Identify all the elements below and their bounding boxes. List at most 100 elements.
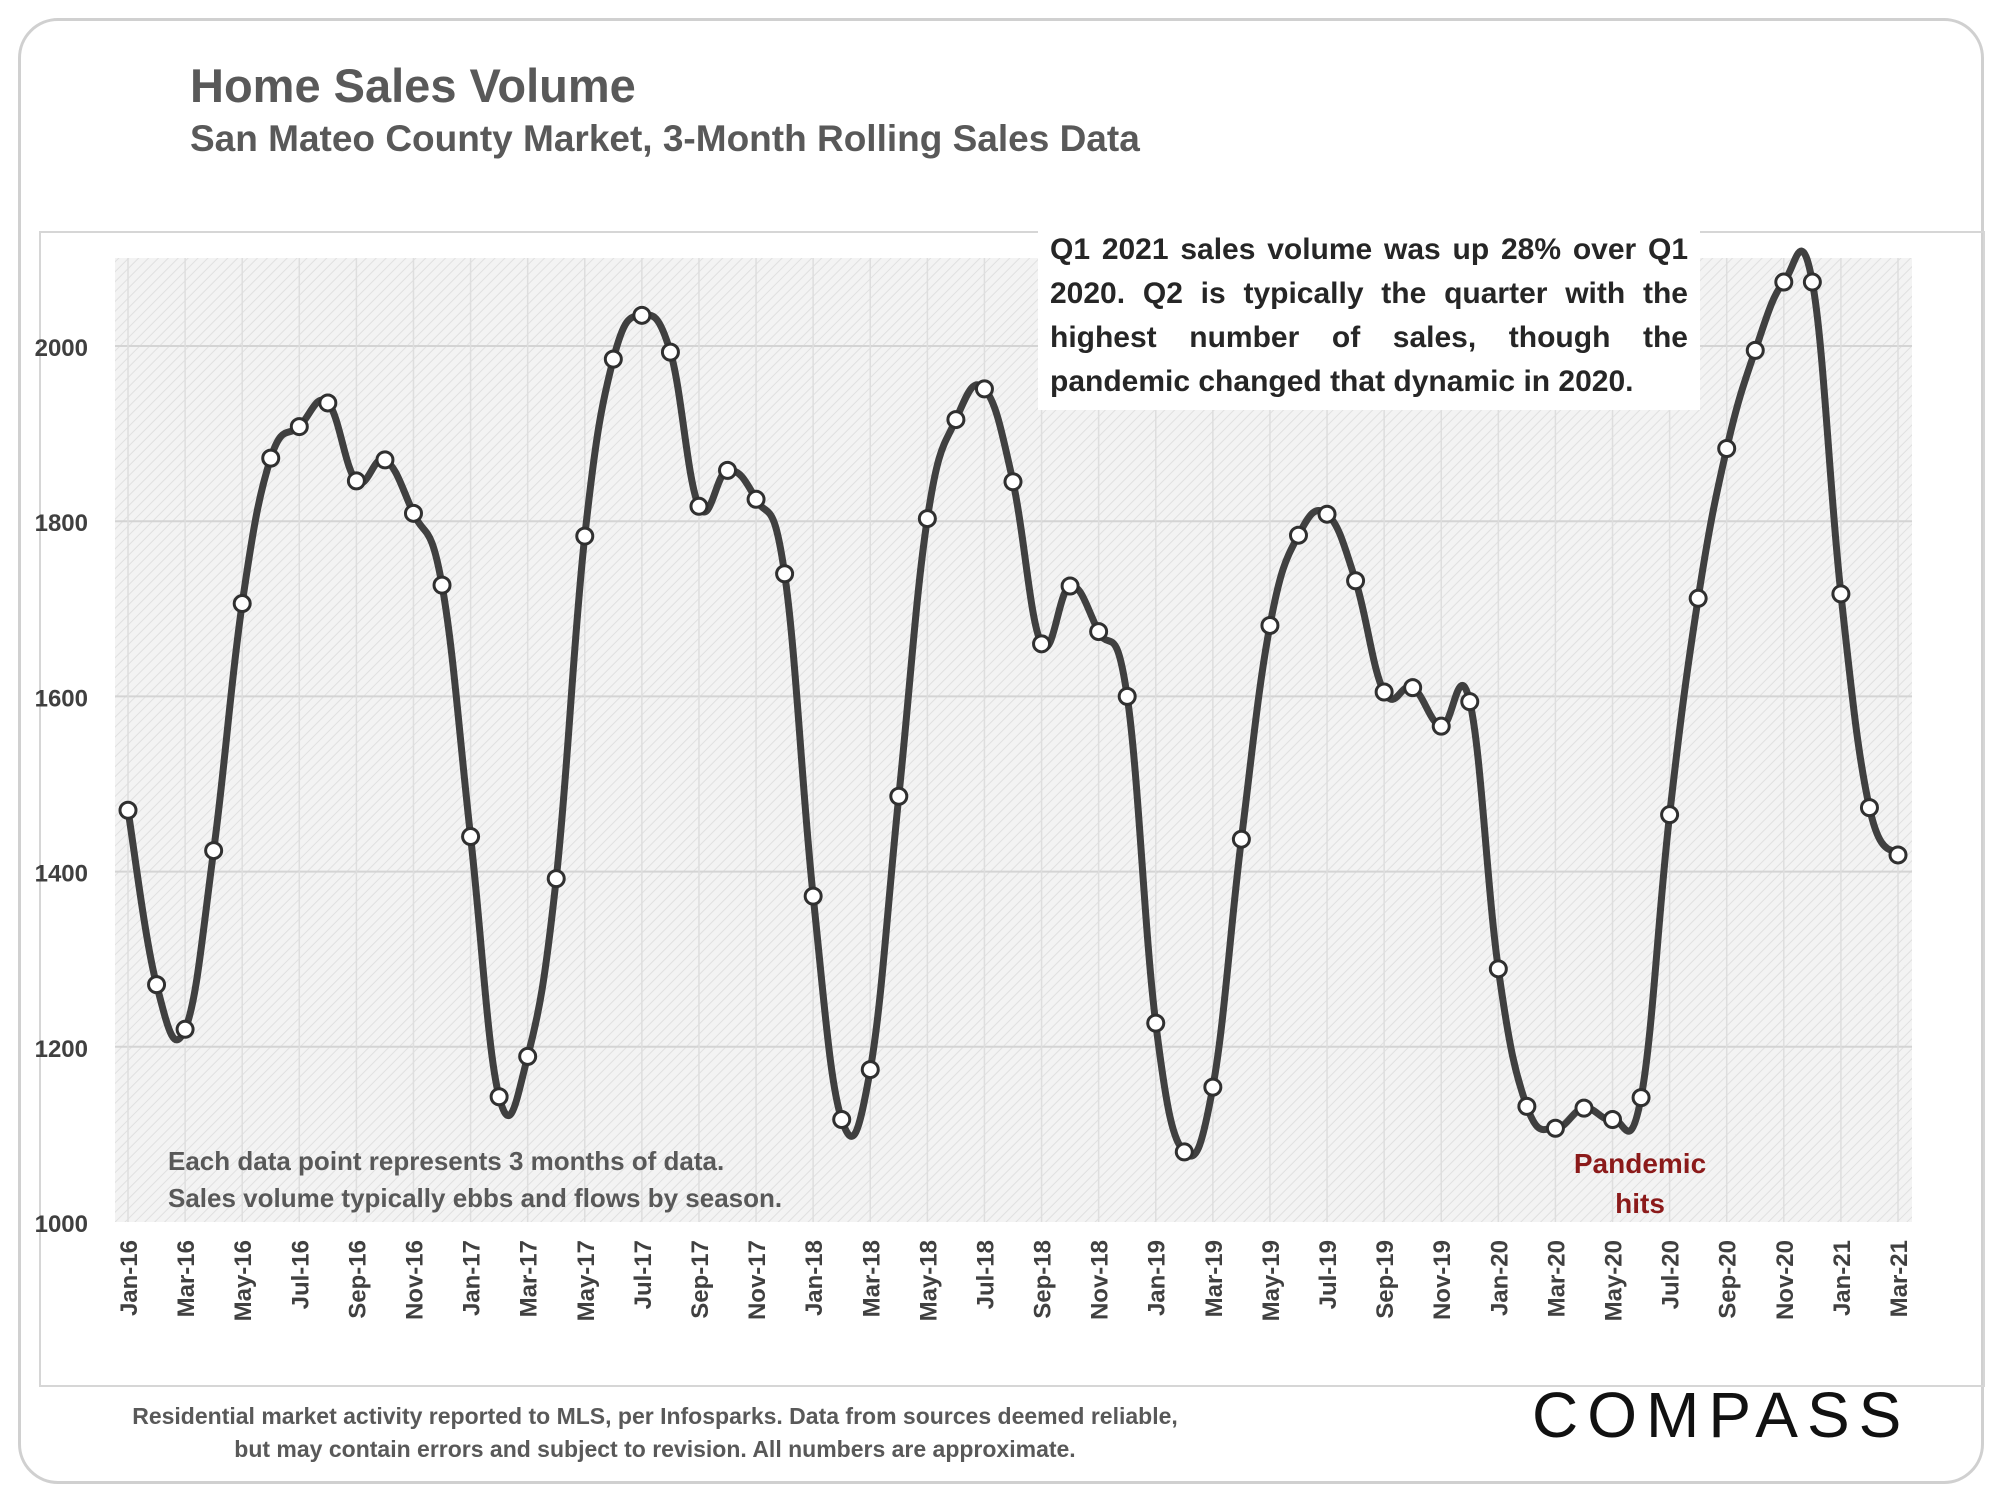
y-tick-label: 1200 [35,1036,88,1063]
data-point [1060,576,1080,596]
data-point [775,564,795,584]
data-point [1346,571,1366,591]
y-axis-tick-labels: 1000 1200 1400 1600 1800 2000 [35,335,88,1238]
data-point [1774,272,1794,292]
data-point [489,1087,509,1107]
data-point [1603,1110,1623,1130]
x-tick-label: Mar-19 [1201,1240,1228,1317]
x-tick-label: Jan-20 [1486,1240,1513,1316]
data-points [118,272,1908,1162]
x-tick-label: Jan-16 [116,1240,143,1316]
data-point [346,471,366,491]
data-point [1859,798,1879,818]
data-point [1802,272,1822,292]
footer-line-1: Residential market activity reported to … [132,1403,1178,1429]
note-line-1: Each data point represents 3 months of d… [168,1146,725,1176]
data-point [461,827,481,847]
x-tick-label: Nov-18 [1087,1240,1114,1320]
x-tick-label: Nov-20 [1772,1240,1799,1320]
x-tick-label: Mar-17 [516,1240,543,1317]
pandemic-annotation: Pandemic hits [1560,1144,1720,1224]
data-point [603,349,623,369]
data-point [660,342,680,362]
data-point [1574,1098,1594,1118]
data-point [289,417,309,437]
x-tick-label: Jul-17 [630,1240,657,1309]
data-point [746,489,766,509]
compass-logo: COMPASS [1532,1379,1911,1451]
x-tick-label: Jan-19 [1144,1240,1171,1316]
data-point [974,379,994,399]
data-point [403,503,423,523]
data-point [1545,1118,1565,1138]
footer-disclaimer: Residential market activity reported to … [130,1400,1180,1466]
x-tick-label: Jan-18 [801,1240,828,1316]
data-point [832,1110,852,1130]
data-point [1089,622,1109,642]
data-point [946,410,966,430]
data-point [718,460,738,480]
data-point [1260,615,1280,635]
x-tick-label: Jul-18 [972,1240,999,1309]
y-tick-label: 1000 [35,1211,88,1238]
x-tick-label: May-17 [573,1240,600,1321]
data-point [1717,438,1737,458]
x-tick-label: Nov-19 [1429,1240,1456,1320]
x-tick-label: Sep-19 [1372,1240,1399,1319]
x-tick-label: Sep-16 [344,1240,371,1319]
data-point [518,1046,538,1066]
data-point [232,594,252,614]
x-tick-label: May-16 [230,1240,257,1321]
data-point [175,1019,195,1039]
x-tick-label: Jul-16 [287,1240,314,1309]
data-point [889,786,909,806]
chart-note: Each data point represents 3 months of d… [168,1143,782,1217]
data-point [375,450,395,470]
x-tick-label: Mar-21 [1886,1240,1913,1317]
note-line-2: Sales volume typically ebbs and flows by… [168,1183,783,1213]
x-tick-label: Sep-18 [1030,1240,1057,1319]
data-point [1288,525,1308,545]
data-point [1431,716,1451,736]
data-point [632,305,652,325]
data-point [147,975,167,995]
data-point [1488,959,1508,979]
x-axis-tick-labels: Jan-16 Mar-16 May-16 Jul-16 Sep-16 Nov-16 Jan-… [116,1240,1913,1321]
x-tick-label: Mar-20 [1543,1240,1570,1317]
data-point [204,841,224,861]
data-point [1631,1088,1651,1108]
data-point [1745,340,1765,360]
data-point [917,509,937,529]
data-point [575,526,595,546]
data-point [1374,682,1394,702]
footer-line-2: but may contain errors and subject to re… [234,1436,1076,1462]
x-tick-label: May-19 [1258,1240,1285,1321]
x-tick-label: Jul-19 [1315,1240,1342,1309]
data-point [1460,692,1480,712]
data-point [1317,504,1337,524]
data-point [1174,1142,1194,1162]
x-tick-label: Nov-16 [401,1240,428,1320]
data-point [1831,584,1851,604]
data-point [1203,1077,1223,1097]
data-point [1032,634,1052,654]
x-tick-label: Sep-20 [1715,1240,1742,1319]
x-tick-label: Jan-17 [459,1240,486,1316]
pandemic-line-2: hits [1615,1188,1665,1219]
x-tick-label: Nov-17 [744,1240,771,1320]
data-point [1517,1096,1537,1116]
y-tick-label: 1400 [35,861,88,888]
data-point [1231,829,1251,849]
pandemic-line-1: Pandemic [1573,1148,1707,1179]
data-point [1146,1013,1166,1033]
x-tick-label: Jan-21 [1829,1240,1856,1316]
plot-frame [39,231,1985,1387]
data-point [1403,678,1423,698]
y-tick-label: 1800 [35,510,88,537]
data-point [546,869,566,889]
callout-annotation: Q1 2021 sales volume was up 28% over Q1 … [1038,222,1700,410]
chart-subtitle: San Mateo County Market, 3-Month Rolling… [190,118,1140,159]
y-tick-label: 2000 [35,335,88,362]
y-tick-label: 1600 [35,685,88,712]
data-point [1688,588,1708,608]
